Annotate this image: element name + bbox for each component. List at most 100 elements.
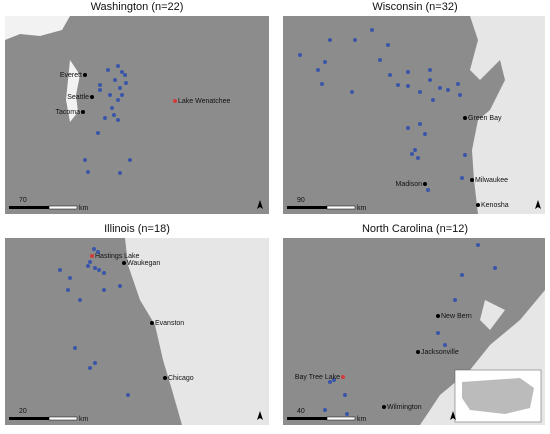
scale-unit: km: [357, 205, 367, 212]
site-dot: [443, 343, 447, 347]
north-arrow: [257, 200, 263, 209]
site-dot: [446, 88, 450, 92]
site-dot: [406, 84, 410, 88]
site-dot: [126, 393, 130, 397]
site-dot: [418, 122, 422, 126]
site-dot: [460, 273, 464, 277]
site-dot: [124, 81, 128, 85]
site-dot: [93, 266, 97, 270]
site-dot: [118, 171, 122, 175]
site-dot: [388, 73, 392, 77]
place-label: Tacoma: [55, 109, 80, 116]
place-label: Lake Wenatchee: [178, 98, 231, 105]
place-label: Waukegan: [127, 260, 160, 267]
site-dot: [116, 98, 120, 102]
site-dot: [316, 68, 320, 72]
panel-title: Illinois (n=18): [104, 223, 170, 235]
site-dot: [118, 86, 122, 90]
city-dot: [436, 314, 440, 318]
site-dot: [428, 78, 432, 82]
site-dot: [370, 28, 374, 32]
site-dot: [386, 43, 390, 47]
site-dot: [116, 118, 120, 122]
site-dot: [453, 298, 457, 302]
site-dot: [118, 284, 122, 288]
place-label: Wilmington: [387, 404, 422, 411]
place-label: Kenosha: [481, 202, 509, 209]
city-dot: [122, 261, 126, 265]
site-dot: [320, 82, 324, 86]
site-dot: [108, 93, 112, 97]
washington-map: [5, 16, 269, 214]
site-dot: [73, 346, 77, 350]
place-label: Madison: [396, 181, 423, 188]
place-label: Green Bay: [468, 115, 502, 122]
site-dot: [128, 158, 132, 162]
site-dot: [345, 412, 349, 416]
site-dot: [92, 247, 96, 251]
water: [5, 16, 80, 122]
scale-unit: km: [79, 205, 89, 212]
site-dot: [98, 83, 102, 87]
scale-value: 70: [19, 197, 27, 204]
land: [283, 16, 505, 214]
place-label: Evanston: [155, 320, 184, 327]
scale-value: 90: [297, 197, 305, 204]
place-label: Everett: [60, 72, 82, 79]
place-label: Milwaukee: [475, 177, 508, 184]
site-dot: [102, 288, 106, 292]
place-label: Hastings Lake: [95, 253, 139, 260]
scale-unit: km: [357, 416, 367, 423]
site-dot: [328, 380, 332, 384]
sound: [480, 300, 505, 330]
site-dot: [460, 176, 464, 180]
city-dot: [90, 95, 94, 99]
site-dot: [83, 158, 87, 162]
site-dot: [353, 38, 357, 42]
map-backgrounds: [5, 16, 545, 425]
lake-dot: [341, 375, 345, 379]
scale-value: 40: [297, 408, 305, 415]
site-dot: [58, 268, 62, 272]
site-dot: [96, 250, 100, 254]
site-dot: [413, 148, 417, 152]
site-dot: [323, 60, 327, 64]
city-dot: [476, 203, 480, 207]
site-dot: [476, 243, 480, 247]
scale-bar-half: [326, 416, 356, 421]
site-dot: [106, 68, 110, 72]
site-dot: [97, 268, 101, 272]
site-dot: [86, 170, 90, 174]
site-dot: [78, 298, 82, 302]
site-dot: [426, 188, 430, 192]
scale-bar-half: [326, 205, 356, 210]
scale-bar-half: [48, 205, 78, 210]
site-dot: [113, 78, 117, 82]
north-arrow: [450, 411, 456, 420]
site-dot: [418, 90, 422, 94]
panel-title: North Carolina (n=12): [362, 223, 468, 235]
site-dot: [343, 393, 347, 397]
site-dot: [332, 378, 336, 382]
inset-usa: [462, 378, 534, 414]
panel-title: Wisconsin (n=32): [372, 1, 457, 13]
site-dot: [103, 116, 107, 120]
site-dot: [323, 408, 327, 412]
scale-bar: [9, 417, 49, 420]
site-dot: [438, 86, 442, 90]
scale-bar: [9, 206, 49, 209]
city-dot: [463, 116, 467, 120]
city-dot: [382, 405, 386, 409]
site-dot: [350, 90, 354, 94]
site-dot: [116, 64, 120, 68]
site-dot: [102, 271, 106, 275]
city-dot: [81, 110, 85, 114]
place-label: Chicago: [168, 375, 194, 382]
site-dot: [120, 93, 124, 97]
city-dot: [150, 321, 154, 325]
site-dot: [120, 70, 124, 74]
site-dot: [88, 260, 92, 264]
north-arrow: [257, 411, 263, 420]
scale-bar: [287, 206, 327, 209]
